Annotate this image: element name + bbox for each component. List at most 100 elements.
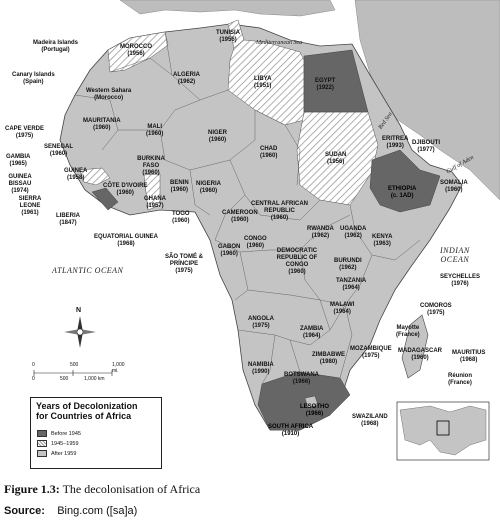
- label-angola: ANGOLA (1975): [248, 316, 274, 329]
- europe-land: [119, 0, 336, 17]
- label-namibia: NAMIBIA (1990): [248, 362, 274, 375]
- label-kenya: KENYA (1963): [372, 234, 393, 247]
- label-mauritius: MAURITIUS (1968): [452, 350, 486, 363]
- label-reunion: Réunion (France): [448, 373, 472, 386]
- label-gabon: GABON (1960): [218, 244, 241, 257]
- scale-bottom-0: 0: [32, 376, 35, 382]
- label-ethiopia: ETHIOPIA (c. 1AD): [388, 186, 417, 199]
- label-djibouti: DJIBOUTI (1977): [412, 140, 441, 153]
- scale-bottom-500: 500: [60, 376, 69, 382]
- decolonization-map: ATLANTIC OCEAN INDIAN OCEAN Mediterranea…: [5, 0, 500, 469]
- scale-top-0: 0: [32, 362, 35, 368]
- inset-highlight-box: [436, 420, 450, 436]
- label-morocco: MOROCCO (1956): [120, 44, 152, 57]
- legend: Years of Decolonization for Countries of…: [30, 397, 162, 469]
- africa-map-svg: [33, 0, 500, 461]
- compass-north-label: N: [76, 307, 82, 314]
- egypt-shape: [303, 49, 369, 113]
- label-somalia: SOMALIA (1960): [440, 180, 468, 193]
- atlantic-ocean-label: ATLANTIC OCEAN: [52, 266, 124, 275]
- label-burundi: BURUNDI (1962): [334, 258, 362, 271]
- label-sao-tome: SÃO TOMÉ & PRÍNCIPE (1975): [165, 254, 203, 274]
- legend-title: Years of Decolonization for Countries of…: [36, 401, 161, 421]
- scale-top-1000: 1,000 mi.: [112, 362, 125, 374]
- label-mayotte: Mayotte (France): [396, 325, 420, 338]
- label-madeira: Madeira Islands (Portugal): [33, 40, 79, 53]
- label-senegal: SENEGAL (1960): [44, 144, 74, 157]
- mediterranean-label: Mediterranean Sea: [256, 40, 303, 46]
- label-guinea-bissau: GUINEA BISSAU (1974): [8, 174, 32, 194]
- scale-bottom-1000: 1,000 km: [84, 376, 105, 382]
- label-mauritania: MAURITANIA (1960): [83, 118, 121, 131]
- legend-item-after-1959: After 1959: [37, 450, 76, 457]
- legend-item-before-1945: Before 1945: [37, 430, 81, 437]
- morocco-shape: [107, 31, 169, 73]
- label-eritrea: ERITREA (1993): [382, 136, 409, 149]
- ghana-shape: [143, 173, 161, 211]
- legend-swatch-dark: [37, 430, 47, 437]
- label-sierra-leone: SIERRA LEONE (1961): [18, 196, 42, 216]
- guinea-shape: [79, 167, 111, 186]
- label-egypt: EGYPT (1922): [315, 78, 336, 91]
- label-gambia: GAMBIA (1965): [6, 154, 31, 167]
- legend-title-line1: Years of Decolonization: [36, 401, 138, 411]
- label-comoros: COMOROS (1975): [420, 303, 452, 316]
- label-guinea: GUINEA (1958): [64, 168, 88, 181]
- inset-land: [399, 405, 487, 456]
- label-tunisia: TUNISIA (1956): [216, 30, 240, 43]
- label-mali: MALI (1960): [146, 124, 164, 137]
- figure-caption: Figure 1.3: The decolonisation of Africa: [4, 482, 201, 496]
- label-rwanda: RWANDA (1962): [307, 226, 334, 239]
- internal-borders: [74, 31, 421, 385]
- label-cameroon: CAMEROON (1960): [222, 210, 258, 223]
- liberia-shape: [91, 187, 119, 211]
- indian-ocean-line2: OCEAN: [440, 255, 470, 264]
- lesotho-shape: [304, 395, 319, 409]
- scale-labels: 0 500 1,000 mi. 0 500 1,000 km: [32, 362, 132, 386]
- label-algeria: ALGERIA (1962): [173, 72, 200, 85]
- figure-source: Source: Bing.com ([sa]a): [4, 505, 138, 517]
- label-malawi: MALAWI (1964): [330, 302, 355, 315]
- label-seychelles: SEYCHELLES (1976): [440, 274, 481, 287]
- label-eq-guinea: EQUATORIAL GUINEA (1968): [94, 234, 159, 247]
- label-south-africa: SOUTH AFRICA (1910): [268, 424, 314, 437]
- label-zambia: ZAMBIA (1964): [300, 326, 324, 339]
- indian-ocean-line1: INDIAN: [440, 246, 470, 255]
- label-ghana: GHANA (1957): [144, 196, 166, 209]
- madagascar-shape: [401, 314, 429, 379]
- middle-east-land: [354, 0, 500, 201]
- label-lesotho: LESOTHO (1966): [300, 404, 330, 417]
- label-madagascar: MADAGASCAR (1960): [398, 348, 442, 361]
- legend-swatch-hatched: [37, 440, 47, 447]
- scale-bar: [33, 370, 113, 376]
- label-liberia: LIBERIA (1847): [56, 213, 80, 226]
- label-cape-verde: CAPE VERDE (1975): [5, 126, 45, 139]
- label-niger: NIGER (1960): [208, 130, 228, 143]
- label-zimbabwe: ZIMBABWE (1980): [312, 352, 345, 365]
- south-africa-shape: [257, 371, 351, 431]
- label-mozambique: MOZAMBIQUE (1975): [350, 346, 392, 359]
- legend-swatch-light: [37, 450, 47, 457]
- label-western-sahara: Western Sahara (Morocco): [86, 88, 132, 101]
- label-congo: CONGO (1960): [244, 236, 267, 249]
- label-togo: TOGO (1960): [172, 211, 190, 224]
- label-benin: BENIN (1960): [170, 180, 189, 193]
- scale-top-500: 500: [70, 362, 79, 368]
- legend-title-line2: for Countries of Africa: [36, 411, 132, 421]
- legend-item-1945-1959: 1945–1959: [37, 440, 79, 447]
- label-cote-divoire: CÔTE D'IVOIRE (1960): [103, 183, 148, 196]
- label-sudan: SUDAN (1956): [325, 152, 347, 165]
- label-botswana: BOTSWANA (1966): [284, 372, 319, 385]
- label-drc: DEMOCRATIC REPUBLIC OF CONGO (1960): [276, 248, 318, 275]
- label-nigeria: NIGERIA (1960): [196, 181, 222, 194]
- label-uganda: UGANDA (1962): [340, 226, 367, 239]
- compass-rose: [64, 316, 96, 348]
- label-swaziland: SWAZILAND (1968): [352, 414, 388, 427]
- label-tanzania: TANZANIA (1964): [336, 278, 367, 291]
- label-car: CENTRAL AFRICAN REPUBLIC (1960): [251, 201, 308, 221]
- label-libya: LIBYA (1951): [254, 76, 272, 89]
- indian-ocean-label: INDIAN OCEAN: [440, 246, 470, 264]
- ethiopia-shape: [369, 149, 441, 213]
- label-canary: Canary Islands (Spain): [12, 72, 55, 85]
- label-burkina: BURKINA FASO (1960): [137, 156, 165, 176]
